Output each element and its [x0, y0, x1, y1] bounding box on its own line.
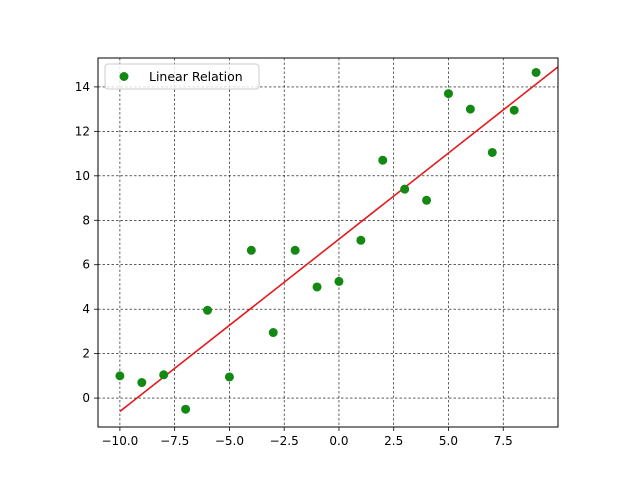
data-point	[334, 276, 344, 286]
data-point	[509, 105, 519, 115]
x-tick-label: 5.0	[439, 434, 458, 448]
x-tick-label: 7.5	[494, 434, 513, 448]
data-points	[115, 67, 541, 414]
y-tick-label: 2	[82, 347, 90, 361]
data-point	[246, 245, 256, 255]
data-point	[531, 67, 541, 77]
data-point	[312, 282, 322, 292]
data-point	[181, 404, 191, 414]
data-point	[465, 104, 475, 114]
y-axis: 0 2 4 6 8 10 12 14	[75, 80, 98, 405]
legend-marker	[119, 72, 129, 81]
data-point	[224, 372, 234, 382]
data-point	[137, 378, 147, 388]
y-tick-label: 4	[82, 302, 90, 316]
x-tick-label: 0.0	[329, 434, 348, 448]
plot-area	[98, 58, 558, 427]
data-point	[487, 147, 497, 157]
y-tick-label: 14	[75, 80, 90, 94]
x-tick-label: −2.5	[270, 434, 299, 448]
data-point	[422, 195, 432, 205]
x-tick-label: 2.5	[384, 434, 403, 448]
data-point	[378, 155, 388, 165]
plot-frame	[97, 57, 559, 428]
x-tick-label: −5.0	[215, 434, 244, 448]
data-point	[356, 235, 366, 245]
y-tick-label: 8	[82, 213, 90, 227]
y-tick-label: 10	[75, 169, 90, 183]
data-point	[268, 328, 278, 338]
legend: Linear Relation	[104, 63, 260, 90]
data-point	[443, 89, 453, 99]
x-tick-label: −7.5	[160, 434, 189, 448]
fit-line	[119, 66, 559, 413]
data-point	[115, 371, 125, 381]
data-point	[159, 370, 169, 380]
data-point	[203, 305, 213, 315]
legend-frame	[104, 63, 260, 90]
data-point	[290, 245, 300, 255]
y-tick-label: 6	[82, 258, 90, 272]
grid-lines	[98, 58, 558, 427]
x-tick-label: −10.0	[102, 434, 139, 448]
y-tick-label: 0	[82, 391, 90, 405]
x-axis: −10.0 −7.5 −5.0 −2.5 0.0 2.5 5.0 7.5	[102, 427, 513, 448]
data-point	[400, 184, 410, 194]
y-tick-label: 12	[75, 124, 90, 138]
legend-label: Linear Relation	[149, 69, 243, 84]
fit-line-group	[119, 66, 559, 413]
